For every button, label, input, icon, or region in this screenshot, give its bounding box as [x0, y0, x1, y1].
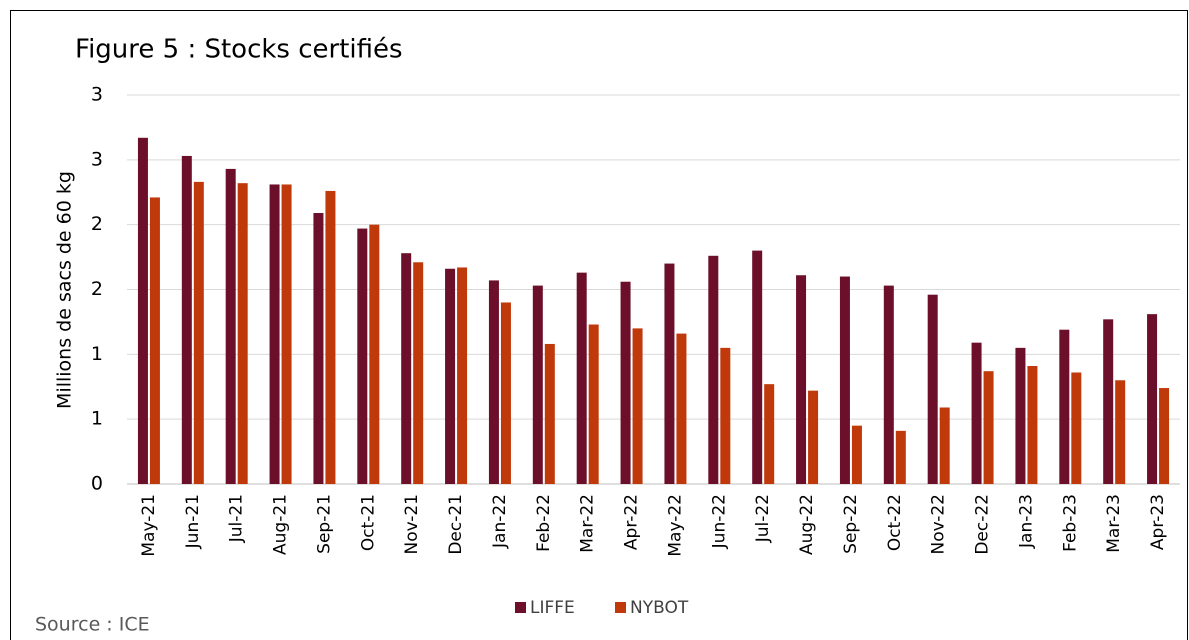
x-tick-label: Oct-21 [358, 494, 378, 551]
y-tick-label: 1 [91, 343, 103, 365]
bar [149, 197, 160, 485]
bar [532, 285, 543, 484]
bar [796, 275, 807, 484]
bar [181, 155, 192, 484]
bar [764, 384, 775, 484]
y-tick-label: 1 [91, 408, 103, 430]
x-tick-label: Apr-23 [1148, 494, 1168, 550]
y-tick-label: 2 [91, 278, 103, 300]
bar [544, 343, 555, 484]
legend-label: LIFFE [530, 598, 575, 618]
frame [10, 10, 1188, 640]
x-tick-label: May-22 [665, 494, 685, 557]
chart-title: Figure 5 : Stocks certifiés [75, 35, 403, 65]
x-tick-label: Sep-21 [314, 494, 334, 554]
bar [1115, 380, 1126, 484]
bar [401, 253, 412, 484]
bar [752, 250, 763, 484]
bar [851, 425, 862, 484]
x-tick-label: Aug-22 [797, 494, 817, 555]
x-tick-label: Jul-22 [753, 494, 773, 543]
bar [839, 276, 850, 484]
y-tick-label: 3 [91, 84, 103, 106]
bar [500, 302, 511, 484]
x-tick-label: Jun-21 [183, 494, 203, 549]
bar [413, 262, 424, 484]
bar [225, 168, 236, 484]
bar [237, 183, 248, 484]
y-tick-label: 2 [91, 213, 103, 235]
bar [588, 324, 599, 484]
x-tick-label: Oct-22 [885, 494, 905, 551]
source: Source : ICE [35, 614, 150, 636]
bar [313, 212, 324, 484]
bar [1103, 319, 1114, 484]
bar [664, 263, 675, 484]
x-tick-label: Feb-22 [534, 494, 554, 552]
bar [325, 190, 336, 484]
legend-swatch [615, 602, 626, 613]
bar [939, 407, 950, 484]
bar [632, 328, 643, 484]
bar [1059, 329, 1070, 484]
bar [269, 184, 280, 484]
x-tick-label: Mar-23 [1104, 494, 1124, 553]
x-tick-label: Jun-22 [709, 494, 729, 549]
bar [193, 181, 204, 485]
bar [369, 224, 380, 484]
x-tick-label: Sep-22 [841, 494, 861, 554]
x-tick-label: Feb-23 [1060, 494, 1080, 552]
y-tick-label: 0 [91, 473, 103, 495]
bar [1027, 366, 1038, 484]
x-tick-label: Apr-22 [622, 494, 642, 550]
x-tick-label: Dec-21 [446, 494, 466, 555]
bar [808, 390, 819, 484]
bar [971, 342, 982, 484]
bar [137, 137, 148, 485]
x-tick-label: Jul-21 [227, 494, 247, 543]
bar [1159, 388, 1170, 484]
x-tick-label: May-21 [139, 494, 159, 557]
bar [895, 430, 906, 484]
bar [708, 255, 719, 484]
bar [445, 268, 456, 484]
bar [281, 184, 292, 484]
bar [457, 267, 468, 484]
bar [676, 333, 687, 484]
legend-swatch [515, 602, 526, 613]
bar [576, 272, 587, 484]
bar [720, 347, 731, 484]
bar [1147, 314, 1158, 484]
bar [983, 371, 994, 484]
legend-label: NYBOT [630, 598, 689, 618]
bar [927, 294, 938, 484]
x-tick-label: Mar-22 [578, 494, 598, 553]
x-tick-label: Aug-21 [271, 494, 291, 555]
x-tick-label: Dec-22 [973, 494, 993, 555]
bar [488, 280, 499, 484]
x-tick-label: Jan-22 [490, 494, 510, 549]
bar [1015, 347, 1026, 484]
y-tick-label: 3 [91, 148, 103, 170]
x-tick-label: Nov-22 [929, 494, 949, 555]
x-tick-label: Nov-21 [402, 494, 422, 555]
y-axis-label: Millions de sacs de 60 kg [54, 171, 76, 409]
bar [883, 285, 894, 484]
x-tick-label: Jan-23 [1016, 494, 1036, 549]
bar [620, 281, 631, 484]
bar [357, 228, 368, 484]
bar [1071, 372, 1082, 484]
